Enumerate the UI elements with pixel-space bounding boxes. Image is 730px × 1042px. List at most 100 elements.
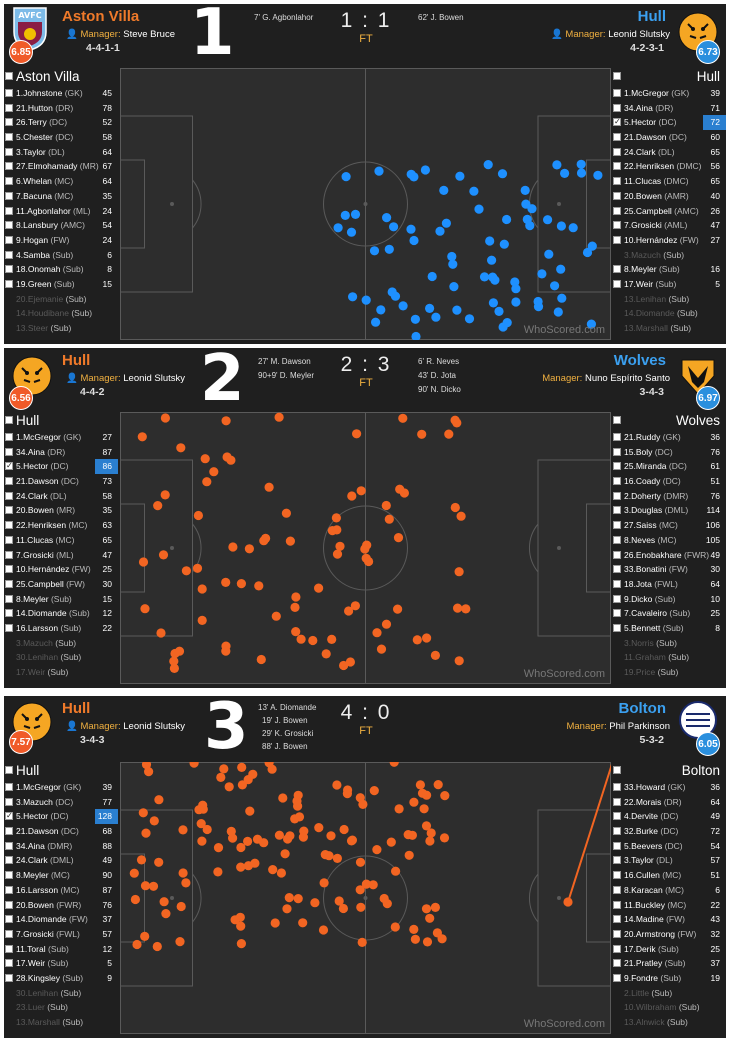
- player-row[interactable]: 27.Elmohamady (MR) 67: [4, 159, 118, 174]
- player-row[interactable]: 1.McGregor (GK) 39: [612, 86, 726, 101]
- player-row[interactable]: 8.Lansbury (AMC) 54: [4, 218, 118, 233]
- select-all-checkbox[interactable]: [5, 766, 13, 774]
- player-row[interactable]: 1.McGregor (GK) 39: [4, 780, 118, 795]
- select-all-checkbox[interactable]: [613, 416, 621, 424]
- player-row[interactable]: 8.Meyler (Sub) 16: [612, 262, 726, 277]
- player-row[interactable]: 13.Steer (Sub): [4, 321, 118, 336]
- player-checkbox[interactable]: [5, 265, 13, 274]
- player-checkbox[interactable]: [5, 133, 13, 142]
- player-row[interactable]: 34.Aina (DR) 87: [4, 445, 118, 460]
- player-row[interactable]: 14.Diomande (Sub) 12: [4, 606, 118, 621]
- player-checkbox[interactable]: [613, 133, 621, 142]
- player-checkbox[interactable]: [5, 447, 13, 456]
- player-checkbox[interactable]: [5, 550, 13, 559]
- home-team-name[interactable]: Hull: [62, 352, 91, 369]
- home-team-name[interactable]: Aston Villa: [62, 8, 140, 25]
- player-checkbox[interactable]: [613, 89, 621, 97]
- player-row[interactable]: 4.Dervite (DC) 49: [612, 809, 726, 824]
- player-row[interactable]: 11.Clucas (MC) 65: [4, 533, 118, 548]
- player-row[interactable]: 16.Coady (DC) 51: [612, 474, 726, 489]
- player-checkbox[interactable]: [613, 147, 621, 156]
- player-checkbox[interactable]: [613, 929, 621, 938]
- player-checkbox[interactable]: [5, 535, 13, 544]
- player-checkbox[interactable]: [613, 235, 621, 244]
- player-row[interactable]: 21.Dawson (DC) 68: [4, 824, 118, 839]
- player-row[interactable]: 5.Hector (DC) 72: [612, 115, 726, 130]
- player-row[interactable]: 34.Aina (DR) 71: [612, 101, 726, 116]
- player-row[interactable]: 21.Dawson (DC) 73: [4, 474, 118, 489]
- player-checkbox[interactable]: [5, 915, 13, 924]
- player-checkbox[interactable]: [613, 783, 621, 791]
- player-checkbox[interactable]: [5, 900, 13, 909]
- player-row[interactable]: 30.Lenihan (Sub): [4, 986, 118, 1001]
- player-row[interactable]: 3.Taylor (DL) 57: [612, 853, 726, 868]
- player-row[interactable]: 7.Grosicki (AML) 47: [612, 218, 726, 233]
- player-row[interactable]: 1.McGregor (GK) 27: [4, 430, 118, 445]
- player-row[interactable]: 15.Boly (DC) 76: [612, 445, 726, 460]
- select-all-checkbox[interactable]: [5, 72, 13, 80]
- player-row[interactable]: 11.Agbonlahor (ML) 24: [4, 204, 118, 219]
- player-checkbox[interactable]: [613, 206, 621, 215]
- player-checkbox[interactable]: [613, 491, 621, 500]
- player-row[interactable]: 17.Weir (Sub): [4, 665, 118, 680]
- player-checkbox[interactable]: [5, 250, 13, 259]
- select-all-checkbox[interactable]: [5, 416, 13, 424]
- player-row[interactable]: 22.Henriksen (MC) 63: [4, 518, 118, 533]
- player-checkbox[interactable]: [613, 944, 621, 953]
- player-row[interactable]: 7.Grosicki (FWL) 57: [4, 927, 118, 942]
- player-row[interactable]: 8.Karacan (MC) 6: [612, 883, 726, 898]
- player-row[interactable]: 24.Clark (DL) 65: [612, 145, 726, 160]
- away-team-name[interactable]: Wolves: [613, 352, 666, 369]
- player-row[interactable]: 5.Hector (DC) 128: [4, 809, 118, 824]
- player-row[interactable]: 14.Diomande (FW) 37: [4, 912, 118, 927]
- player-row[interactable]: 13.Marshall (Sub): [4, 1015, 118, 1030]
- player-checkbox[interactable]: [613, 565, 621, 574]
- player-checkbox[interactable]: [613, 959, 621, 968]
- player-checkbox[interactable]: [613, 221, 621, 230]
- player-row[interactable]: 20.Ejemanie (Sub): [4, 292, 118, 307]
- player-checkbox[interactable]: [5, 944, 13, 953]
- player-checkbox[interactable]: [613, 623, 621, 632]
- player-checkbox[interactable]: [613, 279, 621, 288]
- player-checkbox[interactable]: [613, 579, 621, 588]
- player-row[interactable]: 5.Chester (DC) 58: [4, 130, 118, 145]
- player-row[interactable]: 7.Bacuna (MC) 35: [4, 189, 118, 204]
- player-row[interactable]: 9.Fondre (Sub) 19: [612, 971, 726, 986]
- player-row[interactable]: 26.Terry (DC) 52: [4, 115, 118, 130]
- player-row[interactable]: 18.Jota (FWL) 64: [612, 577, 726, 592]
- player-row[interactable]: 24.Clark (DML) 49: [4, 853, 118, 868]
- player-checkbox[interactable]: [5, 871, 13, 880]
- player-row[interactable]: 7.Cavaleiro (Sub) 25: [612, 606, 726, 621]
- player-row[interactable]: 25.Campbell (AMC) 26: [612, 204, 726, 219]
- player-row[interactable]: 4.Samba (Sub) 6: [4, 248, 118, 263]
- player-checkbox[interactable]: [5, 809, 13, 824]
- player-row[interactable]: 34.Aina (DMR) 88: [4, 839, 118, 854]
- player-row[interactable]: 10.Hernández (FW) 27: [612, 233, 726, 248]
- player-row[interactable]: 21.Dawson (DC) 60: [612, 130, 726, 145]
- player-row[interactable]: 6.Whelan (MC) 64: [4, 174, 118, 189]
- player-row[interactable]: 3.Norris (Sub): [612, 636, 726, 651]
- player-row[interactable]: 25.Campbell (FW) 30: [4, 577, 118, 592]
- player-checkbox[interactable]: [613, 477, 621, 486]
- player-row[interactable]: 9.Hogan (FW) 24: [4, 233, 118, 248]
- player-checkbox[interactable]: [5, 506, 13, 515]
- player-row[interactable]: 8.Neves (MC) 105: [612, 533, 726, 548]
- player-row[interactable]: 11.Buckley (MC) 22: [612, 898, 726, 913]
- player-checkbox[interactable]: [5, 827, 13, 836]
- player-checkbox[interactable]: [5, 959, 13, 968]
- player-checkbox[interactable]: [5, 841, 13, 850]
- player-row[interactable]: 19.Green (Sub) 15: [4, 277, 118, 292]
- player-checkbox[interactable]: [5, 206, 13, 215]
- player-checkbox[interactable]: [613, 433, 621, 441]
- player-row[interactable]: 3.Mazuch (DC) 77: [4, 795, 118, 810]
- player-row[interactable]: 17.Weir (Sub) 5: [4, 956, 118, 971]
- player-checkbox[interactable]: [613, 103, 621, 112]
- player-row[interactable]: 11.Graham (Sub): [612, 650, 726, 665]
- player-row[interactable]: 9.Dicko (Sub) 10: [612, 592, 726, 607]
- player-checkbox[interactable]: [613, 191, 621, 200]
- player-checkbox[interactable]: [613, 609, 621, 618]
- player-row[interactable]: 33.Howard (GK) 36: [612, 780, 726, 795]
- player-checkbox[interactable]: [5, 459, 13, 474]
- away-team-name[interactable]: Hull: [637, 8, 666, 25]
- player-checkbox[interactable]: [613, 462, 621, 471]
